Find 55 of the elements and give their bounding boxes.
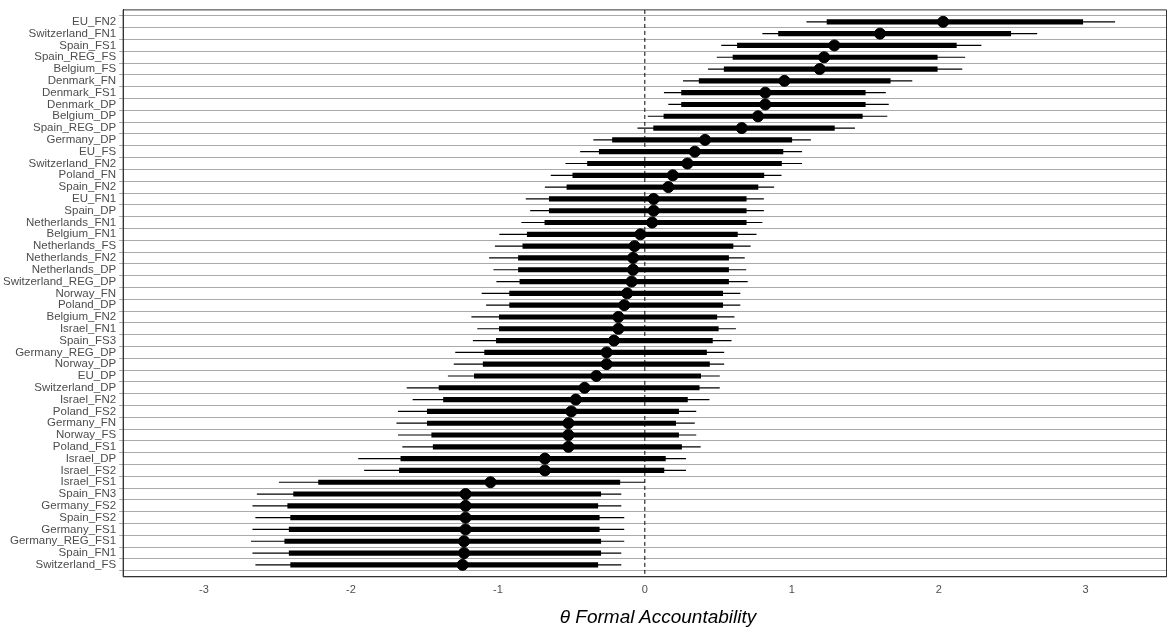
y-tick-label: Spain_FN3 <box>58 487 117 500</box>
x-tick-label: -3 <box>199 583 209 596</box>
y-tick-label: Belgium_FS <box>53 62 117 75</box>
y-tick-label: EU_FS <box>79 144 117 157</box>
y-tick-label: Spain_FS1 <box>59 38 117 51</box>
y-tick-label: Norway_DP <box>54 357 117 370</box>
y-tick-label: Switzerland_FN1 <box>28 26 117 39</box>
y-tick-label: Switzerland_REG_DP <box>2 274 117 287</box>
x-tick-label: 0 <box>641 583 648 596</box>
y-tick-label: Denmark_FN <box>47 74 117 87</box>
y-tick-label: Israel_FS2 <box>60 463 117 476</box>
y-tick-label: Spain_FS3 <box>59 333 117 346</box>
y-tick-label: Belgium_FN1 <box>46 227 117 240</box>
y-tick-label: Switzerland_DP <box>34 380 117 393</box>
y-tick-label: Israel_FN1 <box>59 321 117 334</box>
y-tick-label: EU_FN1 <box>72 192 117 205</box>
y-tick-label: Poland_FN <box>58 168 117 181</box>
x-axis-title: θ Formal Accountability <box>558 606 758 628</box>
y-tick-label: Denmark_DP <box>47 97 117 110</box>
y-tick-label: EU_DP <box>77 369 117 382</box>
y-tick-label: Germany_DP <box>46 133 117 146</box>
x-tick-label: 3 <box>1082 583 1089 596</box>
y-tick-label: Germany_FN <box>47 416 117 429</box>
y-tick-label: Netherlands_FN2 <box>25 251 117 264</box>
y-tick-label: Switzerland_FS <box>35 558 117 571</box>
y-tick-label: Spain_REG_DP <box>33 121 117 134</box>
x-tick-label: 1 <box>788 583 795 596</box>
y-tick-label: Germany_FS2 <box>41 499 117 512</box>
y-tick-label: Poland_FS1 <box>52 439 117 452</box>
y-tick-label: Germany_REG_DP <box>15 345 117 358</box>
y-tick-label: Spain_FS2 <box>59 510 117 523</box>
y-tick-label: Norway_FN <box>55 286 117 299</box>
x-tick-label: -2 <box>346 583 356 596</box>
y-tick-label: Spain_REG_FS <box>34 50 117 63</box>
x-tick-label: 2 <box>935 583 942 596</box>
y-tick-label: Netherlands_FN1 <box>25 215 117 228</box>
y-tick-label: Israel_DP <box>65 451 117 464</box>
y-tick-label: Poland_DP <box>57 298 117 311</box>
y-tick-label: EU_FN2 <box>72 15 117 28</box>
y-tick-label: Belgium_FN2 <box>46 310 117 323</box>
y-tick-label: Belgium_DP <box>52 109 117 122</box>
x-tick-label: -1 <box>492 583 503 596</box>
y-tick-label: Spain_FN1 <box>58 546 117 559</box>
y-tick-label: Netherlands_DP <box>31 262 117 275</box>
y-tick-label: Spain_FN2 <box>58 180 117 193</box>
y-tick-label: Germany_FS1 <box>41 522 117 535</box>
y-tick-label: Poland_FS2 <box>52 404 117 417</box>
y-tick-label: Germany_REG_FS1 <box>10 534 117 547</box>
y-tick-label: Switzerland_FN2 <box>28 156 117 169</box>
y-tick-label: Israel_FS1 <box>60 475 117 488</box>
y-tick-label: Israel_FN2 <box>59 392 117 405</box>
y-tick-label: Netherlands_FS <box>33 239 117 252</box>
y-tick-label: Norway_FS <box>56 428 117 441</box>
y-tick-label: Spain_DP <box>64 203 117 216</box>
y-tick-label: Denmark_FS1 <box>41 85 117 98</box>
